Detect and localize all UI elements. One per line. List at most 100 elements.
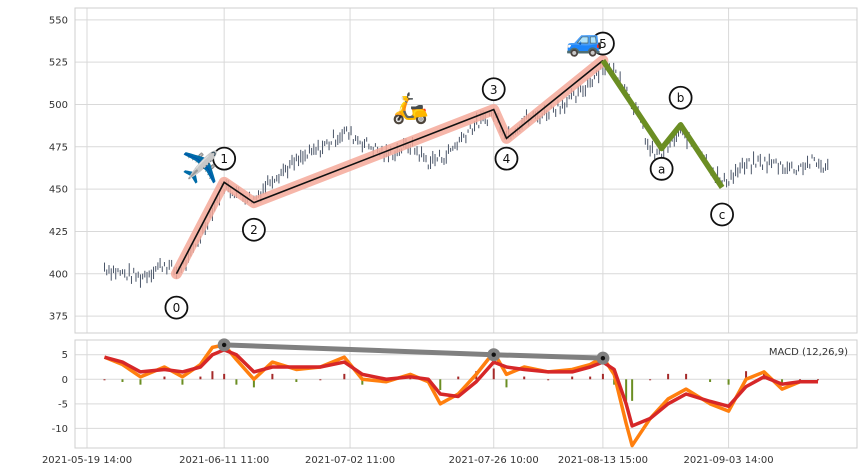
wave-lines [170,54,725,280]
price-y-tick-label: 550 [49,15,68,26]
macd-hist-bar [631,379,634,401]
macd-hist-bar [571,376,574,380]
macd-hist-bar [439,379,442,391]
macd-hist-bar [361,379,364,385]
price-y-tick-label: 475 [49,142,68,153]
wave-label-text: 3 [490,83,498,97]
divergence-point-center [491,352,496,357]
macd-hist-bar [601,373,604,380]
macd-hist-bar [199,376,202,380]
macd-hist-bar [121,379,124,382]
macd-divergence [217,338,610,365]
scooter-icon: 🛵 [392,91,429,126]
macd-hist-bar [295,379,298,382]
macd-title: MACD (12,26,9) [769,347,848,358]
macd-y-tick-label: 5 [62,350,68,361]
macd-hist-bar [709,379,712,382]
price-y-tick-label: 450 [49,185,68,196]
wave-label-b: b [668,85,693,110]
wave-label-circle [591,31,615,56]
wave-label-circle [241,217,266,242]
emoji-markers: ✈️ 🛵 🚙 [182,23,603,185]
price-panel-frame [74,7,858,334]
wave-label-text: 5 [599,37,607,51]
price-y-tick-label: 375 [49,312,68,323]
macd-hist-bar [492,368,495,380]
wave-label-circle [668,85,693,110]
wave-label-circle [649,156,674,181]
wave-label-a: a [649,156,674,181]
wave-label-circle [481,77,506,102]
macd-lines [103,343,819,448]
correction-wave-line [600,58,725,189]
macd-hist-bar [547,379,550,381]
macd-hist-bar [319,379,322,381]
wave-label-text: c [719,208,726,222]
macd-hist-bar [667,373,670,380]
macd-y-tick-label: 0 [62,375,68,386]
macd-panel-frame [74,339,858,449]
macd-hist-bar [163,376,166,380]
divergence-point-center [600,355,606,361]
wave-label-text: 2 [250,223,258,237]
x-tick-label: 2021-08-13 15:00 [558,455,648,466]
divergence-line [224,342,603,361]
macd-hist-bar [343,373,346,380]
macd-hist-bar [727,379,730,385]
macd-hist-bar [523,376,526,380]
airplane-icon: ✈️ [182,148,219,185]
macd-hist-bar [139,379,142,385]
divergence-point-center [221,342,227,348]
impulse-wave-line [175,59,604,275]
wave-labels: 0 1 2 3 4 5 a b c [164,31,734,320]
macd-hist-bar [103,379,106,381]
impulse-wave-glow [170,54,609,280]
x-tick-label: 2021-07-02 11:00 [305,455,395,466]
wave-label-text: 1 [220,152,228,166]
x-tick-label: 2021-05-19 14:00 [42,455,132,466]
macd-hist-bar [235,379,238,385]
x-tick-label: 2021-06-11 11:00 [179,455,269,466]
wave-label-text: b [677,91,685,105]
x-tick-label: 2021-09-03 14:00 [684,455,774,466]
macd-hist-bar [625,379,628,401]
macd-hist-bar [613,379,616,385]
macd-hist-bar [799,379,802,381]
wave-label-3: 3 [481,77,506,102]
wave-label-text: 0 [173,301,181,315]
macd-hist-bar [271,373,274,380]
macd-hist-bar [252,379,255,388]
macd-y-tick-label: -5 [58,399,68,410]
macd-hist-bar [685,373,688,380]
wave-label-c: c [710,202,734,227]
macd-hist-bar [211,371,214,380]
macd-hist-bar [649,379,652,381]
price-y-tick-label: 400 [49,269,68,280]
price-y-tick-label: 425 [49,227,68,238]
wave-label-text: 4 [503,152,511,166]
wave-label-circle [494,146,519,171]
price-y-tick-labels: 375 400 425 450 475 500 525 550 [49,15,68,322]
macd-hist-bar [817,379,820,381]
wave-label-circle [710,202,734,227]
x-tick-labels: 2021-05-19 14:00 2021-06-11 11:00 2021-07-… [42,455,774,466]
macd-y-tick-labels: 5 0 -5 -10 [52,350,68,435]
macd-hist-bar [781,379,784,385]
macd-y-tick-label: -10 [52,424,68,435]
macd-series-1 [104,348,819,428]
car-icon: 🚙 [565,23,602,58]
macd-hist-bar [505,379,508,388]
wave-label-circle [164,295,189,320]
wave-label-0: 0 [164,295,189,320]
macd-hist-bar [457,376,460,380]
wave-label-1: 1 [212,146,237,171]
price-y-tick-label: 500 [49,100,68,111]
wave-label-4: 4 [494,146,519,171]
x-tick-label: 2021-07-26 10:00 [449,455,539,466]
macd-hist-bar [181,379,184,385]
macd-hist-bar [745,371,748,380]
wave-label-2: 2 [241,217,266,242]
price-y-tick-label: 525 [49,58,68,69]
